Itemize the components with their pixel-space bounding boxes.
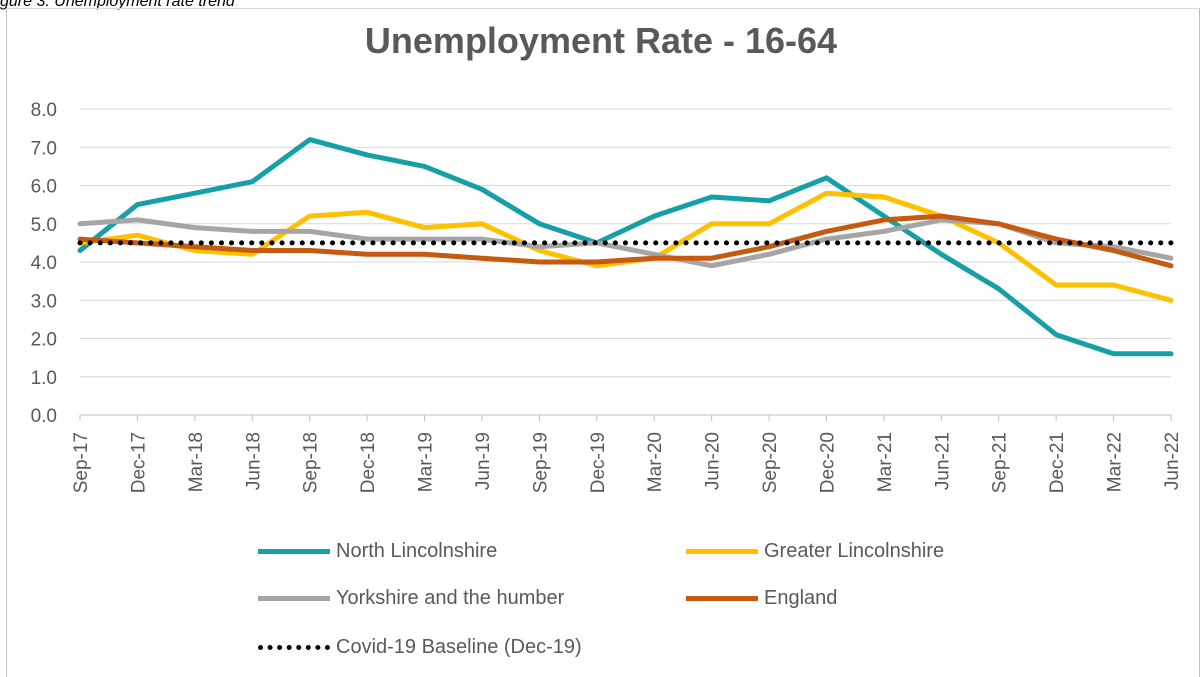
x-tick-label: Dec-17: [128, 432, 149, 493]
series-lines: [77, 137, 1174, 357]
x-tick-label: Sep-17: [71, 432, 92, 493]
legend-label: Yorkshire and the humber: [336, 587, 565, 609]
legend-swatch: [686, 549, 758, 554]
x-tick-label: Mar-20: [645, 432, 666, 492]
legend-label: North Lincolnshire: [336, 540, 498, 562]
legend-swatch: [686, 596, 758, 601]
y-axis-ticks: 0.0 1.0 2.0 3.0 4.0 5.0 6.0 7.0 8.0: [31, 100, 57, 427]
x-tick-label: Dec-19: [588, 432, 609, 493]
x-tick-label: Jun-18: [243, 432, 264, 490]
x-tick-label: Mar-22: [1105, 432, 1126, 492]
y-tick-label: 5.0: [31, 215, 57, 236]
x-tick-label: Sep-19: [530, 432, 551, 493]
x-tick-label: Sep-18: [301, 432, 322, 493]
x-tick-label: Mar-19: [416, 432, 437, 492]
y-tick-label: 6.0: [31, 177, 57, 198]
legend-item-covid-baseline[interactable]: Covid-19 Baseline (Dec-19): [258, 636, 582, 659]
y-tick-label: 7.0: [31, 138, 57, 159]
legend-label: Covid-19 Baseline (Dec-19): [336, 636, 582, 658]
legend-swatch: [258, 645, 330, 650]
legend-swatch: [258, 596, 330, 601]
legend-item-north-lincolnshire[interactable]: North Lincolnshire: [258, 540, 497, 563]
chart-frame: [6, 8, 1200, 677]
series-line-england: [77, 213, 1174, 269]
chart-title: Unemployment Rate - 16-64: [364, 20, 838, 61]
x-tick-label: Mar-21: [875, 432, 896, 492]
y-tick-label: 8.0: [31, 100, 57, 121]
x-tick-label: Jun-20: [703, 432, 724, 490]
x-tick-label: Dec-20: [817, 432, 838, 493]
x-tick-label: Jun-21: [932, 432, 953, 490]
y-tick-label: 1.0: [31, 368, 57, 389]
series-line-north-lincolnshire: [77, 137, 1174, 357]
legend-item-greater-lincolnshire[interactable]: Greater Lincolnshire: [686, 540, 944, 563]
y-tick-label: 2.0: [31, 330, 57, 351]
x-tick-label: Dec-21: [1047, 432, 1068, 493]
legend-item-yorkshire-and-the-humber[interactable]: Yorkshire and the humber: [258, 587, 564, 610]
x-tick-label: Mar-18: [186, 432, 207, 492]
x-tick-label: Sep-20: [760, 432, 781, 493]
y-tick-label: 4.0: [31, 253, 57, 274]
y-tick-label: 0.0: [31, 406, 57, 427]
legend-label: England: [764, 587, 838, 609]
x-tick-label: Jun-22: [1162, 432, 1183, 490]
figure-caption: gure 3: Unemployment rate trend: [0, 0, 235, 10]
legend-item-england[interactable]: England: [686, 587, 837, 610]
x-tick-label: Dec-18: [358, 432, 379, 493]
legend-label: Greater Lincolnshire: [764, 540, 945, 562]
x-tick-label: Sep-21: [990, 432, 1011, 493]
x-tick-label: Jun-19: [473, 432, 494, 490]
y-tick-label: 3.0: [31, 291, 57, 312]
legend-swatch: [258, 549, 330, 554]
x-axis-ticks: Sep-17 Dec-17 Mar-18 Jun-18 Sep-18 Dec-18 Mar-…: [71, 415, 1183, 493]
